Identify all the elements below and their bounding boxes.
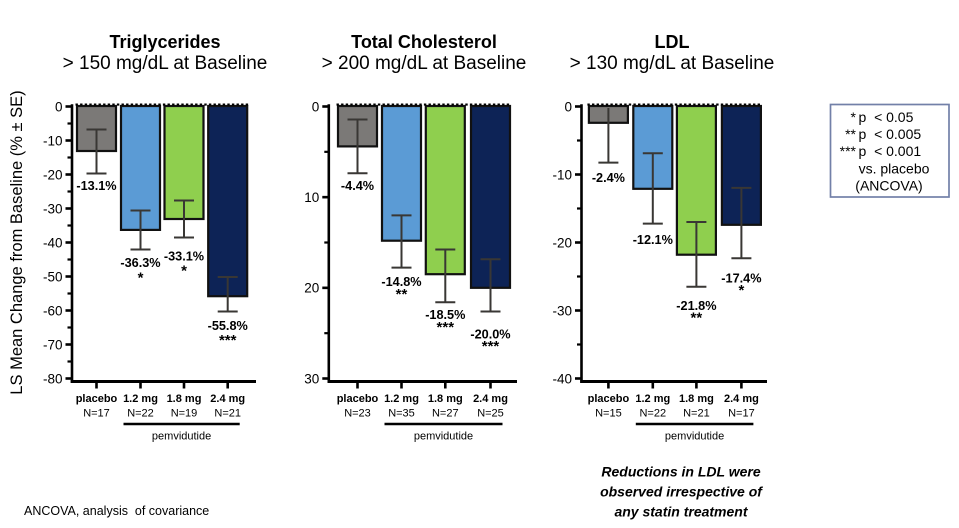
svg-text:placebo: placebo <box>337 393 379 405</box>
svg-text:N=21: N=21 <box>683 408 710 420</box>
svg-text:*: * <box>181 263 187 280</box>
svg-text:pemvidutide: pemvidutide <box>414 431 473 443</box>
svg-text:-2.4%: -2.4% <box>592 171 625 185</box>
svg-text:N=22: N=22 <box>639 408 666 420</box>
svg-text:placebo: placebo <box>76 393 118 405</box>
svg-text:N=15: N=15 <box>595 408 622 420</box>
svg-text:2.4 mg: 2.4 mg <box>473 393 508 405</box>
svg-text:10: 10 <box>304 190 319 205</box>
svg-text:N=22: N=22 <box>127 408 154 420</box>
svg-text:-20.0%: -20.0% <box>470 327 510 341</box>
svg-text:N=35: N=35 <box>388 408 415 420</box>
svg-text:-20: -20 <box>43 167 63 182</box>
svg-text:Triglycerides: Triglycerides <box>109 32 220 52</box>
svg-text:(ANCOVA): (ANCOVA) <box>855 178 922 194</box>
svg-text:-21.8%: -21.8% <box>676 299 716 313</box>
svg-text:N=25: N=25 <box>477 408 504 420</box>
svg-text:-20: -20 <box>552 235 572 250</box>
svg-text:> 200 mg/dL at Baseline: > 200 mg/dL at Baseline <box>322 53 527 74</box>
svg-text:vs. placebo: vs. placebo <box>859 161 930 177</box>
svg-text:pemvidutide: pemvidutide <box>665 431 724 443</box>
svg-text:-33.1%: -33.1% <box>164 249 204 263</box>
svg-text:**: ** <box>845 126 856 142</box>
svg-text:*: * <box>738 282 744 299</box>
svg-text:1.2 mg: 1.2 mg <box>384 393 419 405</box>
svg-text:Total Cholesterol: Total Cholesterol <box>351 32 497 52</box>
svg-text:p < 0.005: p < 0.005 <box>859 126 922 142</box>
svg-text:1.2 mg: 1.2 mg <box>635 393 670 405</box>
svg-text:> 150 mg/dL at Baseline: > 150 mg/dL at Baseline <box>63 53 268 74</box>
svg-text:*: * <box>851 109 857 125</box>
svg-text:p < 0.05: p < 0.05 <box>859 109 914 125</box>
svg-text:-12.1%: -12.1% <box>633 233 673 247</box>
svg-text:***: *** <box>219 332 237 349</box>
svg-text:-60: -60 <box>43 303 63 318</box>
svg-text:-40: -40 <box>43 235 63 250</box>
svg-text:-80: -80 <box>43 371 63 386</box>
svg-text:p < 0.001: p < 0.001 <box>859 143 922 159</box>
svg-text:-18.5%: -18.5% <box>425 308 465 322</box>
svg-text:-13.1%: -13.1% <box>76 179 116 193</box>
svg-text:N=23: N=23 <box>344 408 371 420</box>
svg-text:observed irrespective of: observed irrespective of <box>600 484 763 500</box>
svg-text:-70: -70 <box>43 337 63 352</box>
svg-text:***: *** <box>840 143 857 159</box>
svg-text:-17.4%: -17.4% <box>721 271 761 285</box>
svg-text:2.4 mg: 2.4 mg <box>724 393 759 405</box>
svg-text:-40: -40 <box>552 371 572 386</box>
svg-text:Reductions in LDL were: Reductions in LDL were <box>601 464 760 480</box>
svg-text:> 130 mg/dL at Baseline: > 130 mg/dL at Baseline <box>570 53 775 74</box>
svg-text:0: 0 <box>312 99 320 114</box>
svg-text:-55.8%: -55.8% <box>208 319 248 333</box>
svg-text:1.8 mg: 1.8 mg <box>428 393 463 405</box>
svg-text:N=17: N=17 <box>83 408 110 420</box>
svg-text:***: *** <box>437 319 455 336</box>
svg-text:ANCOVA, analysis of covarianc: ANCOVA, analysis of covariance <box>24 504 209 518</box>
svg-text:-4.4%: -4.4% <box>341 179 374 193</box>
svg-text:N=19: N=19 <box>171 408 198 420</box>
svg-text:N=21: N=21 <box>214 408 241 420</box>
svg-text:0: 0 <box>55 99 63 114</box>
svg-text:N=17: N=17 <box>728 408 755 420</box>
svg-text:0: 0 <box>564 99 572 114</box>
svg-text:20: 20 <box>304 281 319 296</box>
svg-text:2.4 mg: 2.4 mg <box>210 393 245 405</box>
svg-text:placebo: placebo <box>588 393 630 405</box>
svg-text:LS Mean Change from Baseline (: LS Mean Change from Baseline (% ± SE) <box>8 90 26 394</box>
svg-text:pemvidutide: pemvidutide <box>152 431 211 443</box>
svg-text:-30: -30 <box>552 303 572 318</box>
svg-text:***: *** <box>482 338 500 355</box>
svg-text:1.2 mg: 1.2 mg <box>123 393 158 405</box>
svg-text:*: * <box>138 270 144 287</box>
svg-text:LDL: LDL <box>655 32 690 52</box>
svg-text:-36.3%: -36.3% <box>120 256 160 270</box>
svg-text:any statin treatment: any statin treatment <box>614 504 748 520</box>
svg-text:-30: -30 <box>43 201 63 216</box>
svg-text:30: 30 <box>304 371 319 386</box>
svg-text:-14.8%: -14.8% <box>381 275 421 289</box>
svg-text:-10: -10 <box>552 167 572 182</box>
svg-text:-50: -50 <box>43 269 63 284</box>
svg-text:**: ** <box>691 310 703 327</box>
svg-text:1.8 mg: 1.8 mg <box>679 393 714 405</box>
svg-text:**: ** <box>396 286 408 303</box>
svg-text:N=27: N=27 <box>432 408 459 420</box>
svg-text:1.8 mg: 1.8 mg <box>167 393 202 405</box>
svg-text:-10: -10 <box>43 133 63 148</box>
